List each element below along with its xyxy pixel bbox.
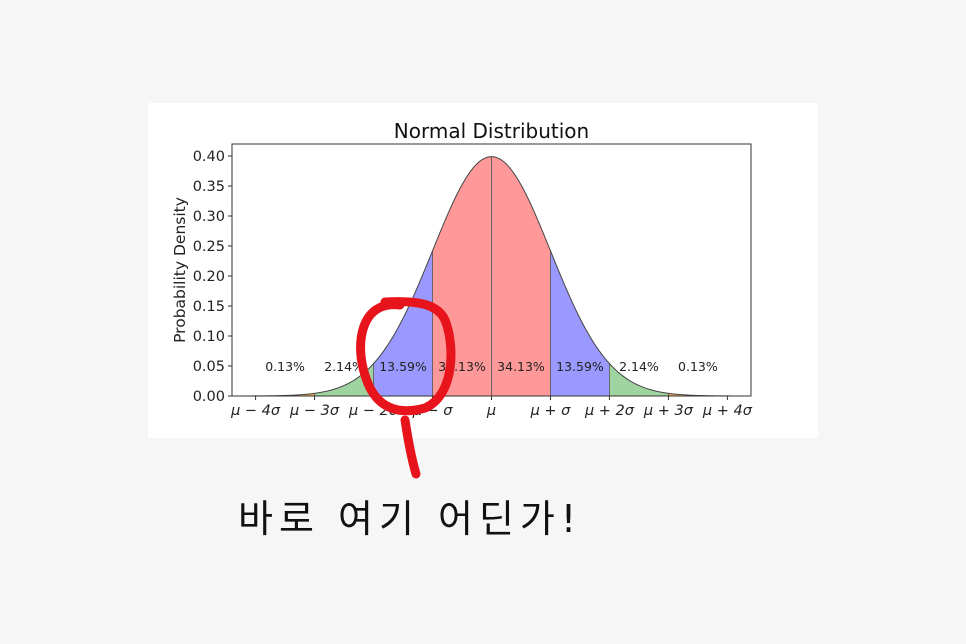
percent-label: 2.14%: [619, 359, 659, 374]
x-tick-label: μ − 3σ: [289, 403, 340, 419]
y-tick-label: 0.10: [193, 329, 225, 345]
percent-label: 34.13%: [497, 359, 545, 374]
x-tick-label: μ + σ: [530, 403, 572, 419]
percent-label: 0.13%: [265, 359, 305, 374]
y-axis-label: Probability Density: [171, 197, 189, 343]
region-0: [255, 393, 315, 396]
annotation-caption: 바로 여기 어딘가!: [238, 497, 583, 541]
percent-label: 2.14%: [324, 359, 364, 374]
region-6: [609, 363, 669, 396]
x-tick-label: μ − σ: [412, 403, 454, 419]
y-tick-label: 0.40: [193, 149, 225, 165]
y-tick-label: 0.30: [193, 209, 225, 225]
x-tick-label: μ + 2σ: [584, 403, 635, 419]
x-tick-label: μ: [486, 403, 496, 419]
percent-label: 13.59%: [556, 359, 604, 374]
x-tick-label: μ + 3σ: [643, 403, 694, 419]
x-tick-label: μ + 4σ: [702, 403, 753, 419]
chart-card: 0.13% 2.14% 13.59% 34.13% 34.13% 13.59% 2.14% 0…: [148, 103, 818, 438]
chart-title: Normal Distribution: [394, 119, 589, 143]
region-7: [668, 393, 728, 396]
percent-label: 34.13%: [438, 359, 486, 374]
y-tick-label: 0.25: [193, 239, 225, 255]
normal-distribution-chart: 0.13% 2.14% 13.59% 34.13% 34.13% 13.59% 2.14% 0…: [171, 119, 753, 419]
y-tick-label: 0.05: [193, 359, 225, 375]
percent-label: 13.59%: [379, 359, 427, 374]
x-tick-label: μ − 4σ: [230, 403, 281, 419]
y-tick-label: 0.20: [193, 269, 225, 285]
y-tick-label: 0.35: [193, 179, 225, 195]
percent-label: 0.13%: [678, 359, 718, 374]
x-tick-label: μ − 2σ: [348, 403, 399, 419]
y-tick-label: 0.15: [193, 299, 225, 315]
density-curve: [231, 156, 752, 397]
y-tick-label: 0.00: [193, 389, 225, 405]
